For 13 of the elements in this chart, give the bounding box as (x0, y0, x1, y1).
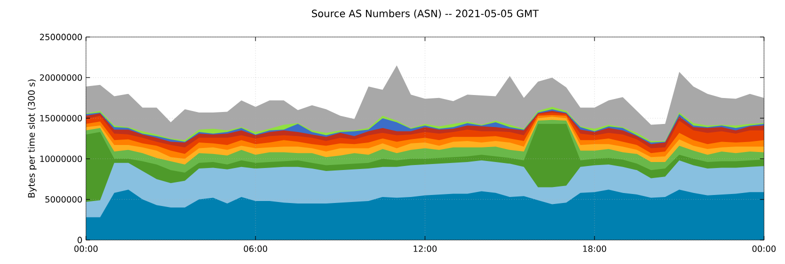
y-tick-label: 25000000 (40, 34, 82, 40)
y-tick-label: 0 (78, 236, 82, 244)
x-tick-label: 18:00 (583, 246, 606, 252)
y-tick-label: 10000000 (40, 156, 82, 162)
chart-title: Source AS Numbers (ASN) -- 2021-05-05 GMT (312, 10, 539, 18)
y-axis-title: Bytes per time slot (300 s) (28, 80, 37, 198)
y-tick-label: 20000000 (40, 74, 82, 81)
y-tick-label: 15000000 (40, 115, 82, 122)
x-tick-label: 00:00 (752, 246, 776, 252)
x-tick-label: 12:00 (414, 246, 437, 252)
x-tick-label: 06:00 (244, 246, 268, 252)
x-tick-label: 00:00 (74, 246, 98, 252)
y-tick-label: 5000000 (45, 196, 82, 203)
